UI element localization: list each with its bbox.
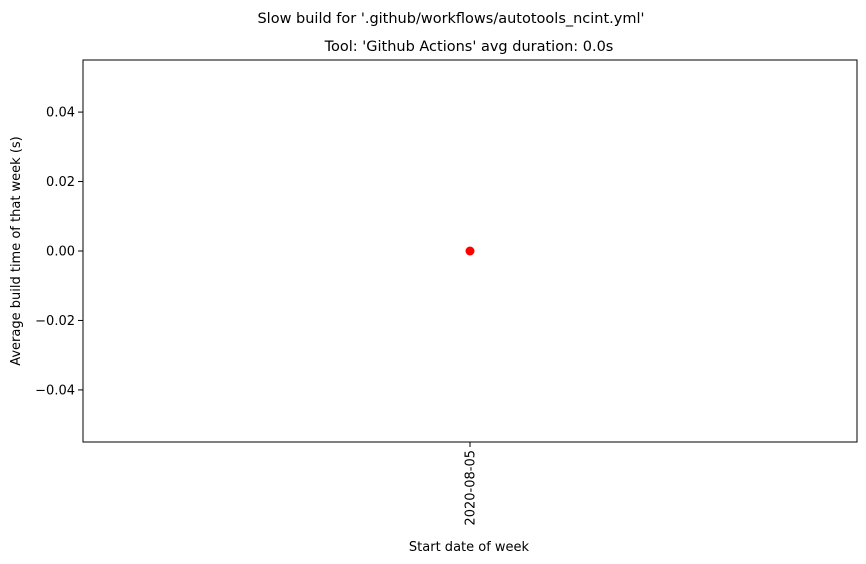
y-tick-label: −0.02 — [35, 314, 75, 329]
y-tick-label: −0.04 — [35, 383, 75, 398]
y-tick-label: 0.00 — [46, 245, 75, 260]
y-tick-label: 0.02 — [46, 175, 75, 190]
x-tick-label: 2020-08-05 — [464, 450, 479, 526]
data-point — [465, 246, 475, 256]
x-axis: 2020-08-05 — [464, 442, 479, 526]
x-axis-label: Start date of week — [409, 540, 530, 555]
y-axis-label: Average build time of that week (s) — [9, 136, 24, 366]
data-points — [465, 246, 475, 256]
chart-title: Tool: 'Github Actions' avg duration: 0.0… — [324, 39, 614, 55]
y-axis: −0.04 −0.02 0.00 0.02 0.04 — [35, 106, 83, 398]
y-tick-label: 0.04 — [46, 106, 75, 121]
chart-suptitle: Slow build for '.github/workflows/autoto… — [257, 11, 644, 27]
